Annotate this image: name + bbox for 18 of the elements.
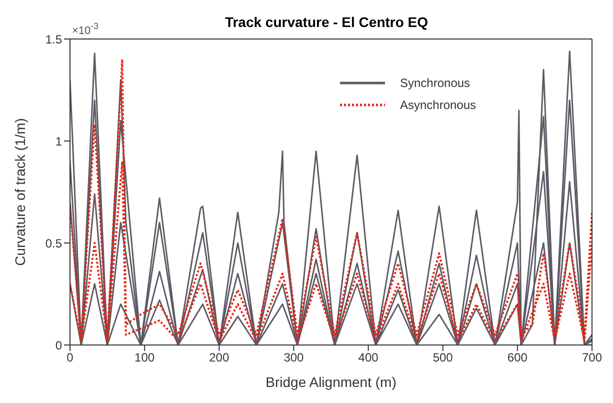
x-tick-label: 0 [66,350,74,365]
x-tick-label: 300 [284,350,304,365]
x-tick-label: 400 [358,350,379,365]
y-axis-title: Curvature of track (1/m) [12,118,28,266]
x-tick-label: 500 [432,350,454,365]
x-tick-label: 100 [134,350,155,365]
chart-title: Track curvature - El Centro EQ [224,14,428,30]
x-axis-title: Bridge Alignment (m) [266,374,396,390]
y-tick-label: 0 [55,338,62,352]
text: ×10$^{-3}$ [72,21,99,37]
legend-label: Asynchronous [400,98,476,112]
y-tick-label: 1.5 [45,32,62,46]
y-tick-label: 1 [55,134,62,148]
y-tick-label: 0.5 [45,236,62,250]
x-tick-label: 600 [507,350,528,365]
x-tick-label: 200 [209,350,230,365]
legend-label: Synchronous [400,76,470,90]
x-tick-label: 700 [582,350,602,365]
